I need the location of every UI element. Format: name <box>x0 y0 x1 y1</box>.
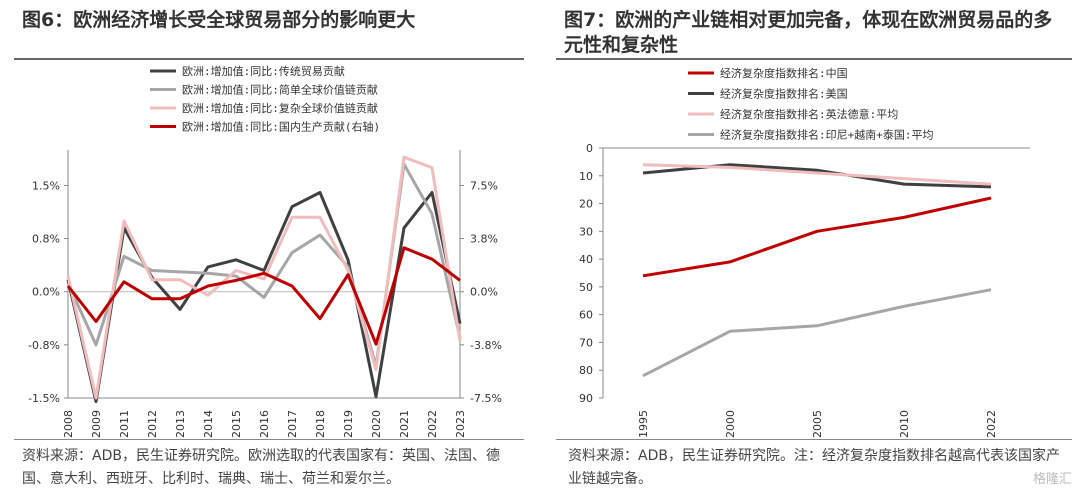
y-tick-label: 50 <box>579 281 593 294</box>
right-y-tick-label: 0.0% <box>470 286 498 299</box>
x-tick-label: 2000 <box>724 410 737 438</box>
left-y-tick-label: -1.5% <box>28 392 60 405</box>
legend-label: 经济复杂度指数排名:中国 <box>720 66 848 80</box>
y-tick-label: 20 <box>579 198 593 211</box>
legend-label: 经济复杂度指数排名:英法德意:平均 <box>720 107 898 121</box>
left-source-rule <box>14 439 524 440</box>
y-tick-label: 80 <box>579 364 593 377</box>
x-tick-label: 2018 <box>314 410 327 438</box>
y-tick-label: 0 <box>586 142 593 155</box>
series-line-1 <box>642 196 992 278</box>
left-y-tick-label: -0.8% <box>28 339 60 352</box>
right-y-tick-label: -7.5% <box>470 392 502 405</box>
series-line-4 <box>642 288 992 378</box>
left-y-tick-label: 0.0% <box>32 286 60 299</box>
x-tick-label: 2016 <box>258 410 271 438</box>
left-title-rule <box>14 58 524 60</box>
right-y-tick-label: 7.5% <box>470 179 498 192</box>
y-tick-label: 30 <box>579 225 593 238</box>
right-y-tick-label: 3.8% <box>470 233 498 246</box>
watermark-logo: 格隆汇 <box>1032 472 1072 487</box>
legend-label: 欧洲:增加值:同比:简单全球价值链贡献 <box>182 83 378 97</box>
series-line-3 <box>642 163 992 186</box>
x-tick-label: 2023 <box>454 410 467 438</box>
legend-label: 欧洲:增加值:同比:国内生产贡献(右轴) <box>182 120 380 134</box>
x-tick-label: 2019 <box>342 410 355 438</box>
x-tick-label: 2022 <box>985 410 998 438</box>
legend-label: 欧洲:增加值:同比:传统贸易贡献 <box>182 64 345 78</box>
left-panel: 图6：欧洲经济增长受全球贸易部分的影响更大 1.5% 0.8% 0.0% -0.8% -… <box>0 0 530 493</box>
left-chart-title: 图6：欧洲经济增长受全球贸易部分的影响更大 <box>22 9 416 31</box>
legend-label: 经济复杂度指数排名:美国 <box>720 87 848 101</box>
right-chart-title: 图7：欧洲的产业链相对更加完备，体现在欧洲贸易品的多元性和复杂性 <box>564 9 1053 56</box>
y-tick-label: 40 <box>579 253 593 266</box>
right-chart: 0 10 20 30 40 50 60 70 80 90 1995 2000 2005 2010 2022 经… <box>579 66 1030 438</box>
series-line-4 <box>66 246 461 346</box>
legend-label: 欧洲:增加值:同比:复杂全球价值链贡献 <box>182 101 378 115</box>
series-line-2 <box>642 163 992 189</box>
x-tick-label: 1995 <box>637 410 650 438</box>
x-tick-label: 2021 <box>398 410 411 438</box>
left-y-tick-label: 1.5% <box>32 179 60 192</box>
x-tick-label: 2008 <box>62 410 75 438</box>
y-tick-label: 90 <box>579 392 593 405</box>
x-tick-label: 2022 <box>426 410 439 438</box>
x-tick-label: 2010 <box>898 410 911 438</box>
y-tick-label: 60 <box>579 309 593 322</box>
x-tick-label: 2012 <box>146 410 159 438</box>
x-tick-label: 2013 <box>174 410 187 438</box>
x-tick-label: 2020 <box>370 410 383 438</box>
x-tick-label: 2014 <box>202 410 215 438</box>
right-panel: 图7：欧洲的产业链相对更加完备，体现在欧洲贸易品的多元性和复杂性 0 10 20 30… <box>548 0 1080 493</box>
x-tick-label: 2015 <box>230 410 243 438</box>
x-tick-label: 2011 <box>118 410 131 438</box>
right-source-rule <box>556 439 1072 440</box>
right-source-note: 资料来源：ADB，民生证券研究院。注：经济复杂度指数排名越高代表该国家产业链越完… <box>568 448 1060 487</box>
x-tick-label: 2009 <box>90 410 103 438</box>
left-y-tick-label: 0.8% <box>32 233 60 246</box>
series-line-2 <box>66 162 462 368</box>
left-chart: 1.5% 0.8% 0.0% -0.8% -1.5% 7.5% 3.8% 0.0% -3.8% -… <box>28 64 502 438</box>
legend-label: 经济复杂度指数排名:印尼+越南+泰国:平均 <box>720 128 934 142</box>
x-tick-label: 2005 <box>811 410 824 438</box>
series-line-3 <box>66 155 462 400</box>
right-title-rule <box>556 58 1072 60</box>
y-tick-label: 70 <box>579 336 593 349</box>
x-tick-label: 2017 <box>286 410 299 438</box>
right-y-tick-label: -3.8% <box>470 339 502 352</box>
left-source-note: 资料来源：ADB，民生证券研究院。欧洲选取的代表国家有：英国、法国、德国、意大利… <box>22 448 500 487</box>
y-tick-label: 10 <box>579 170 593 183</box>
